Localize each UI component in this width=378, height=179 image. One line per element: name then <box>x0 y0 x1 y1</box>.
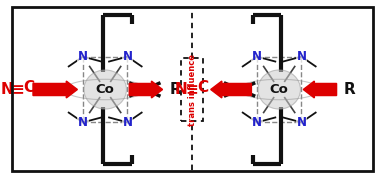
FancyArrow shape <box>129 81 163 98</box>
Text: N: N <box>252 50 262 63</box>
FancyBboxPatch shape <box>181 57 203 122</box>
FancyArrow shape <box>33 81 77 98</box>
Text: N: N <box>296 50 307 63</box>
Text: Co: Co <box>270 83 289 96</box>
Text: R: R <box>344 82 355 97</box>
Text: N: N <box>252 116 262 129</box>
Text: ≡: ≡ <box>186 82 198 97</box>
Text: N: N <box>1 82 14 97</box>
Text: N: N <box>296 116 307 129</box>
Text: ≡: ≡ <box>12 82 25 97</box>
Text: N: N <box>175 82 187 97</box>
Ellipse shape <box>84 70 127 109</box>
FancyArrow shape <box>211 81 251 98</box>
Text: C: C <box>198 80 209 95</box>
Text: R: R <box>170 82 181 97</box>
Text: N: N <box>78 116 88 129</box>
Ellipse shape <box>258 70 301 109</box>
Text: Co: Co <box>96 83 115 96</box>
Text: trans influence: trans influence <box>188 54 197 125</box>
Text: C: C <box>24 80 35 95</box>
Text: N: N <box>122 116 132 129</box>
FancyArrow shape <box>303 81 336 98</box>
Text: N: N <box>78 50 88 63</box>
Text: N: N <box>122 50 132 63</box>
